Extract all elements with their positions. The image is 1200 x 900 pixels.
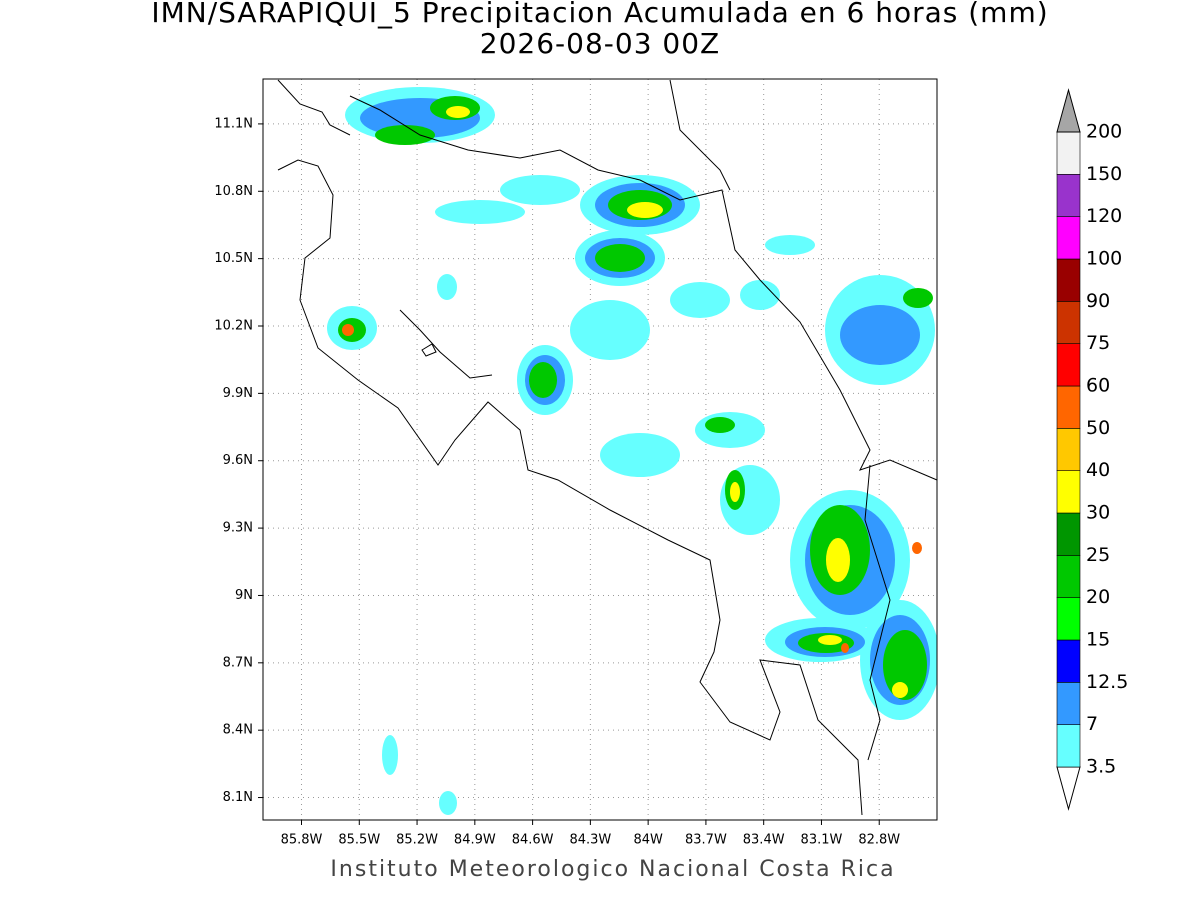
colorbar-label: 120 [1086,205,1122,227]
colorbar: 3.5 7 12.5 15 20 25 30 40 50 60 75 90 100 120 150 200 [1056,88,1128,811]
colorbar-label: 100 [1086,248,1122,270]
x-tick-label: 84.3W [569,833,611,848]
x-tick-label: 85.8W [281,833,323,848]
colorbar-label: 20 [1086,586,1110,608]
colorbar-label: 50 [1086,417,1110,439]
colorbar-box [1056,258,1081,302]
colorbar-box [1056,174,1081,217]
coastline [277,79,938,816]
y-tick-label: 8.4N [223,723,253,738]
colorbar-label: 200 [1086,121,1122,143]
colorbar-label: 150 [1086,163,1122,185]
y-tick-label: 9.6N [223,453,253,468]
colorbar-box [1056,470,1081,514]
colorbar-label: 7 [1086,713,1098,735]
colorbar-box [1056,301,1081,344]
colorbar-box [1056,131,1081,175]
y-tick-label: 10.5N [214,251,253,266]
colorbar-label: 90 [1086,290,1110,312]
colorbar-label: 30 [1086,502,1110,524]
x-tick-label: 84.6W [512,833,554,848]
x-tick-label: 84.9W [454,833,496,848]
colorbar-box [1056,428,1081,471]
colorbar-label: 40 [1086,459,1110,481]
colorbar-label: 15 [1086,629,1110,651]
y-tick-label: 8.7N [223,655,253,670]
axis-labels: 85.8W 85.5W 85.2W 84.9W 84.6W 84.3W 84W 83.7W 83… [214,116,900,847]
map-frame [262,78,938,821]
colorbar-label: 3.5 [1086,756,1116,778]
colorbar-box [1056,597,1081,641]
y-tick-label: 11.1N [214,116,253,131]
colorbar-label: 25 [1086,544,1110,566]
map-subtitle: 2026-08-03 00Z [480,27,720,60]
footer: Instituto Meteorologico Nacional Costa R… [330,857,895,882]
colorbar-label: 12.5 [1086,671,1128,693]
colorbar-box [1056,682,1081,725]
x-tick-label: 83.7W [685,833,727,848]
colorbar-label: 60 [1086,375,1110,397]
x-tick-label: 83.4W [743,833,785,848]
colorbar-box [1056,724,1081,768]
y-tick-label: 10.2N [214,319,253,334]
x-tick-label: 84W [633,833,663,848]
y-tick-label: 9N [235,588,253,603]
x-tick-label: 85.5W [338,833,380,848]
x-tick-label: 85.2W [396,833,438,848]
colorbar-box [1056,216,1081,260]
colorbar-box [1056,343,1081,387]
colorbar-under [1056,766,1081,811]
y-tick-label: 8.1N [223,790,253,805]
colorbar-box [1056,385,1081,429]
precipitation [327,87,937,815]
y-tick-label: 9.9N [223,386,253,401]
colorbar-label: 75 [1086,332,1110,354]
y-tick-label: 9.3N [223,521,253,536]
x-tick-label: 83.1W [801,833,843,848]
colorbar-box [1056,512,1081,556]
map-title: IMN/SARAPIQUI_5 Precipitacion Acumulada … [151,0,1048,29]
colorbar-over [1056,88,1081,133]
x-tick-label: 82.8W [858,833,900,848]
colorbar-box [1056,639,1081,683]
colorbar-box [1056,555,1081,598]
y-tick-label: 10.8N [214,184,253,199]
